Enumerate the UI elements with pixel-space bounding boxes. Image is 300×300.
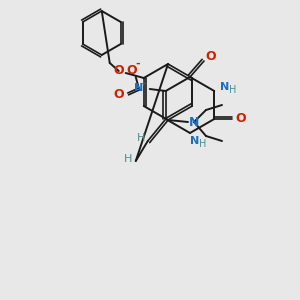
Text: N: N	[189, 116, 199, 128]
Text: N: N	[134, 83, 143, 93]
Text: H: H	[229, 85, 236, 95]
Text: O: O	[206, 50, 216, 62]
Text: H: H	[124, 154, 132, 164]
Text: O: O	[235, 112, 246, 125]
Text: N: N	[220, 82, 229, 92]
Text: O: O	[126, 64, 137, 76]
Text: H: H	[199, 139, 207, 149]
Text: -: -	[135, 59, 140, 69]
Text: +: +	[139, 80, 146, 88]
Text: O: O	[113, 64, 124, 77]
Text: N: N	[190, 136, 200, 146]
Text: O: O	[113, 88, 124, 101]
Text: H: H	[136, 133, 145, 143]
